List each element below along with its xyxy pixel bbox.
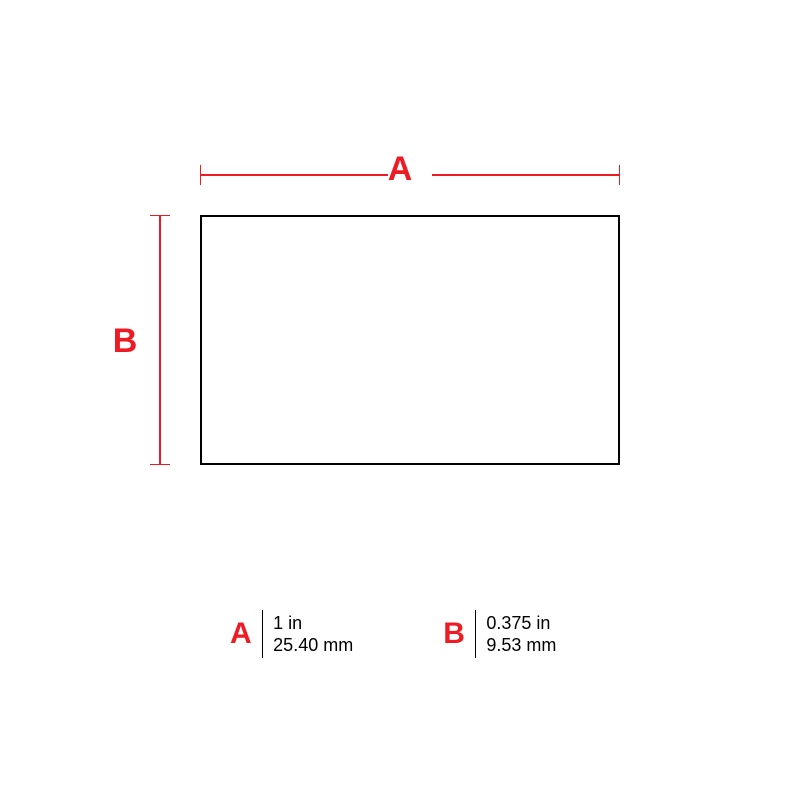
legend-values-b: 0.375 in 9.53 mm xyxy=(476,612,556,657)
dimension-b-label: B xyxy=(105,322,145,361)
dimension-a-label: A xyxy=(380,150,420,189)
diagram-canvas: { "diagram": { "type": "dimensioned-rect… xyxy=(0,0,800,800)
spec-rectangle xyxy=(200,215,620,465)
legend-values-a: 1 in 25.40 mm xyxy=(263,612,353,657)
legend-item-a: A 1 in 25.40 mm xyxy=(230,610,353,658)
dimension-legend: A 1 in 25.40 mm B 0.375 in 9.53 mm xyxy=(230,610,556,658)
legend-a-inches: 1 in xyxy=(273,612,353,635)
legend-b-mm: 9.53 mm xyxy=(486,634,556,657)
legend-item-b: B 0.375 in 9.53 mm xyxy=(443,610,556,658)
legend-a-mm: 25.40 mm xyxy=(273,634,353,657)
dimension-b-line xyxy=(148,215,172,465)
legend-b-inches: 0.375 in xyxy=(486,612,556,635)
legend-letter-b: B xyxy=(443,617,475,651)
legend-letter-a: A xyxy=(230,617,262,651)
